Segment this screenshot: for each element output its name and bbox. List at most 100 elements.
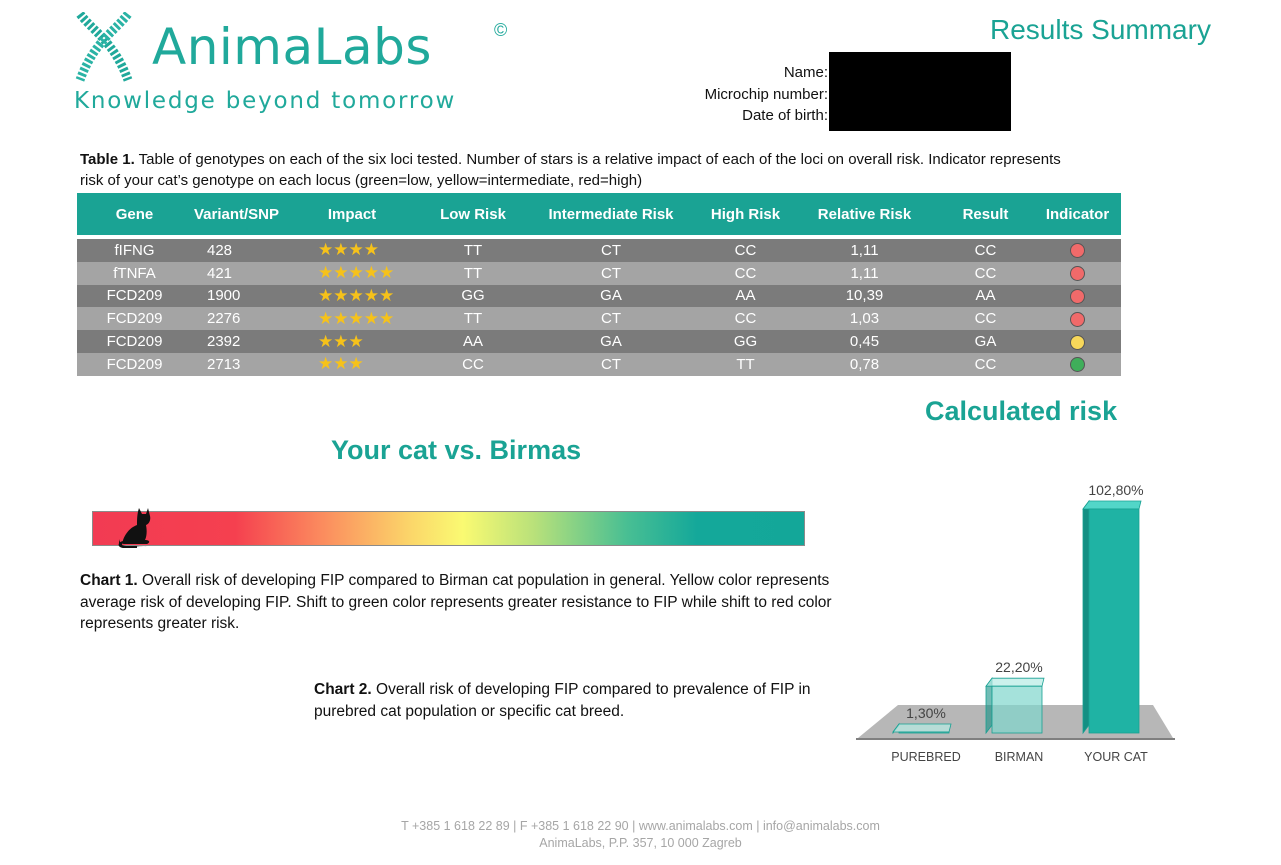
bar-purebred bbox=[898, 731, 950, 734]
bar-category-label: YOUR CAT bbox=[1084, 750, 1148, 764]
footer-address: AnimaLabs, P.P. 357, 10 000 Zagreb bbox=[539, 836, 742, 850]
cell-intermediate-risk: GA bbox=[600, 333, 622, 351]
bar-category-label: PUREBRED bbox=[891, 750, 960, 764]
copyright-mark: © bbox=[494, 20, 508, 40]
cell-relative-risk: 0,45 bbox=[849, 333, 880, 351]
animalabs-logo: AnimaLabs © Knowledge beyond tomorrow bbox=[72, 10, 532, 120]
cell-indicator bbox=[1034, 287, 1121, 305]
chart1-title: Your cat vs. Birmas bbox=[331, 435, 582, 465]
cell-impact-stars: ★★★ bbox=[318, 331, 364, 351]
dob-label: Date of birth: bbox=[742, 107, 828, 124]
cell-result: GA bbox=[974, 333, 997, 351]
cell-relative-risk: 1,11 bbox=[850, 264, 879, 282]
header-high-risk: High Risk bbox=[710, 205, 781, 223]
dna-helix-icon bbox=[75, 12, 133, 82]
cell-result: CC bbox=[974, 310, 997, 328]
cell-indicator bbox=[1034, 333, 1121, 350]
bar-side bbox=[1082, 499, 1090, 735]
cell-gene: FCD209 bbox=[106, 355, 163, 373]
cell-indicator bbox=[1034, 265, 1121, 282]
table-row: fTNFA 421 ★★★★★ TT CT CC 1,11 CC bbox=[77, 261, 1121, 285]
cell-impact-stars: ★★★ bbox=[318, 354, 364, 374]
cell-indicator bbox=[1034, 242, 1121, 259]
chart2-title: Calculated risk bbox=[925, 396, 1118, 426]
bar-birman bbox=[991, 685, 1043, 734]
cell-high-risk: GG bbox=[733, 333, 758, 351]
header-low-risk: Low Risk bbox=[440, 205, 506, 223]
cell-gene: FCD209 bbox=[106, 310, 163, 328]
table-caption: Table 1. Table of genotypes on each of t… bbox=[80, 149, 1080, 191]
cell-high-risk: CC bbox=[734, 310, 757, 328]
chart1-caption-text: Overall risk of developing FIP compared … bbox=[80, 572, 832, 632]
bar-category-label: BIRMAN bbox=[995, 750, 1044, 764]
header-indicator: Indicator bbox=[1045, 205, 1110, 223]
cell-gene: fIFNG bbox=[114, 241, 155, 259]
cell-variant: 1900 bbox=[207, 287, 241, 305]
microchip-label: Microchip number: bbox=[704, 85, 828, 103]
cell-variant: 428 bbox=[207, 241, 233, 259]
cat-icon bbox=[118, 508, 151, 548]
cell-variant: 2276 bbox=[207, 310, 241, 328]
cell-relative-risk: 10,39 bbox=[845, 287, 884, 305]
owner-info-labels: Name: Microchip number: Date of birth: bbox=[660, 62, 828, 127]
cell-low-risk: AA bbox=[462, 333, 483, 351]
cell-variant: 2713 bbox=[207, 355, 241, 373]
header-intermediate-risk: Intermediate Risk bbox=[548, 205, 674, 223]
risk-indicator-red-icon bbox=[1070, 243, 1085, 259]
cell-low-risk: GG bbox=[461, 287, 485, 305]
cell-high-risk: CC bbox=[734, 264, 757, 282]
header-result: Result bbox=[962, 205, 1009, 223]
cell-result: CC bbox=[974, 241, 997, 259]
bar-value-label: 102,80% bbox=[1088, 482, 1143, 498]
cell-high-risk: AA bbox=[735, 287, 756, 305]
cell-result: CC bbox=[974, 264, 997, 282]
cell-gene: fTNFA bbox=[113, 264, 156, 282]
header-impact: Impact bbox=[327, 205, 377, 223]
bar-top bbox=[1082, 500, 1142, 510]
table-row: FCD209 1900 ★★★★★ GG GA AA 10,39 AA bbox=[77, 284, 1121, 308]
cell-intermediate-risk: CT bbox=[601, 241, 621, 259]
brand-tagline: Knowledge beyond tomorrow bbox=[74, 88, 457, 114]
table-row: FCD209 2392 ★★★ AA GA GG 0,45 GA bbox=[77, 330, 1121, 353]
table-row: FCD209 2276 ★★★★★ TT CT CC 1,03 CC bbox=[77, 307, 1121, 331]
footer: T +385 1 618 22 89 | F +385 1 618 22 90 … bbox=[0, 818, 1281, 852]
cell-impact-stars: ★★★★★ bbox=[318, 285, 395, 305]
cell-relative-risk: 0,78 bbox=[849, 355, 880, 373]
cell-variant: 421 bbox=[207, 264, 233, 282]
table-header: Gene Variant/SNP Impact Low Risk Interme… bbox=[77, 193, 1121, 235]
cell-result: CC bbox=[974, 355, 997, 373]
chart2-caption-label: Chart 2. bbox=[314, 681, 372, 698]
risk-gradient-bar bbox=[92, 511, 805, 546]
cell-intermediate-risk: CT bbox=[601, 355, 621, 373]
table-caption-label: Table 1. bbox=[80, 151, 135, 168]
redacted-owner-info bbox=[829, 52, 1011, 131]
header-variant: Variant/SNP bbox=[193, 205, 280, 223]
bar-your-cat bbox=[1088, 508, 1140, 734]
chart1-caption-label: Chart 1. bbox=[80, 572, 138, 589]
cell-impact-stars: ★★★★★ bbox=[318, 263, 395, 283]
table-caption-text: Table of genotypes on each of the six lo… bbox=[80, 151, 1061, 189]
cell-gene: FCD209 bbox=[106, 287, 163, 305]
cell-impact-stars: ★★★★★ bbox=[318, 308, 395, 328]
cell-relative-risk: 1,11 bbox=[850, 241, 879, 259]
brand-name: AnimaLabs bbox=[152, 18, 432, 76]
table-row: fIFNG 428 ★★★★ TT CT CC 1,11 CC bbox=[77, 239, 1121, 262]
cell-intermediate-risk: GA bbox=[600, 287, 622, 305]
calculated-risk-chart: 1,30% PUREBRED 22,20% BIRMAN 102,80% YOUR CAT bbox=[856, 482, 1175, 764]
header-gene: Gene bbox=[115, 205, 154, 223]
bar-value-label: 22,20% bbox=[995, 659, 1042, 675]
results-summary-title: Results Summary bbox=[990, 14, 1211, 45]
cell-high-risk: CC bbox=[734, 241, 757, 259]
cell-variant: 2392 bbox=[207, 333, 241, 351]
bar-top bbox=[985, 677, 1045, 687]
chart2-caption: Chart 2. Overall risk of developing FIP … bbox=[314, 679, 844, 722]
risk-indicator-red-icon bbox=[1070, 289, 1085, 305]
cell-gene: FCD209 bbox=[106, 333, 163, 351]
risk-indicator-green-icon bbox=[1070, 357, 1085, 373]
chart1-caption: Chart 1. Overall risk of developing FIP … bbox=[80, 570, 840, 635]
cell-high-risk: TT bbox=[736, 355, 755, 373]
risk-indicator-red-icon bbox=[1070, 311, 1085, 327]
name-label: Name: bbox=[783, 64, 828, 81]
genotype-table: Gene Variant/SNP Impact Low Risk Interme… bbox=[77, 193, 1121, 376]
chart2-caption-text: Overall risk of developing FIP compared … bbox=[314, 681, 811, 720]
